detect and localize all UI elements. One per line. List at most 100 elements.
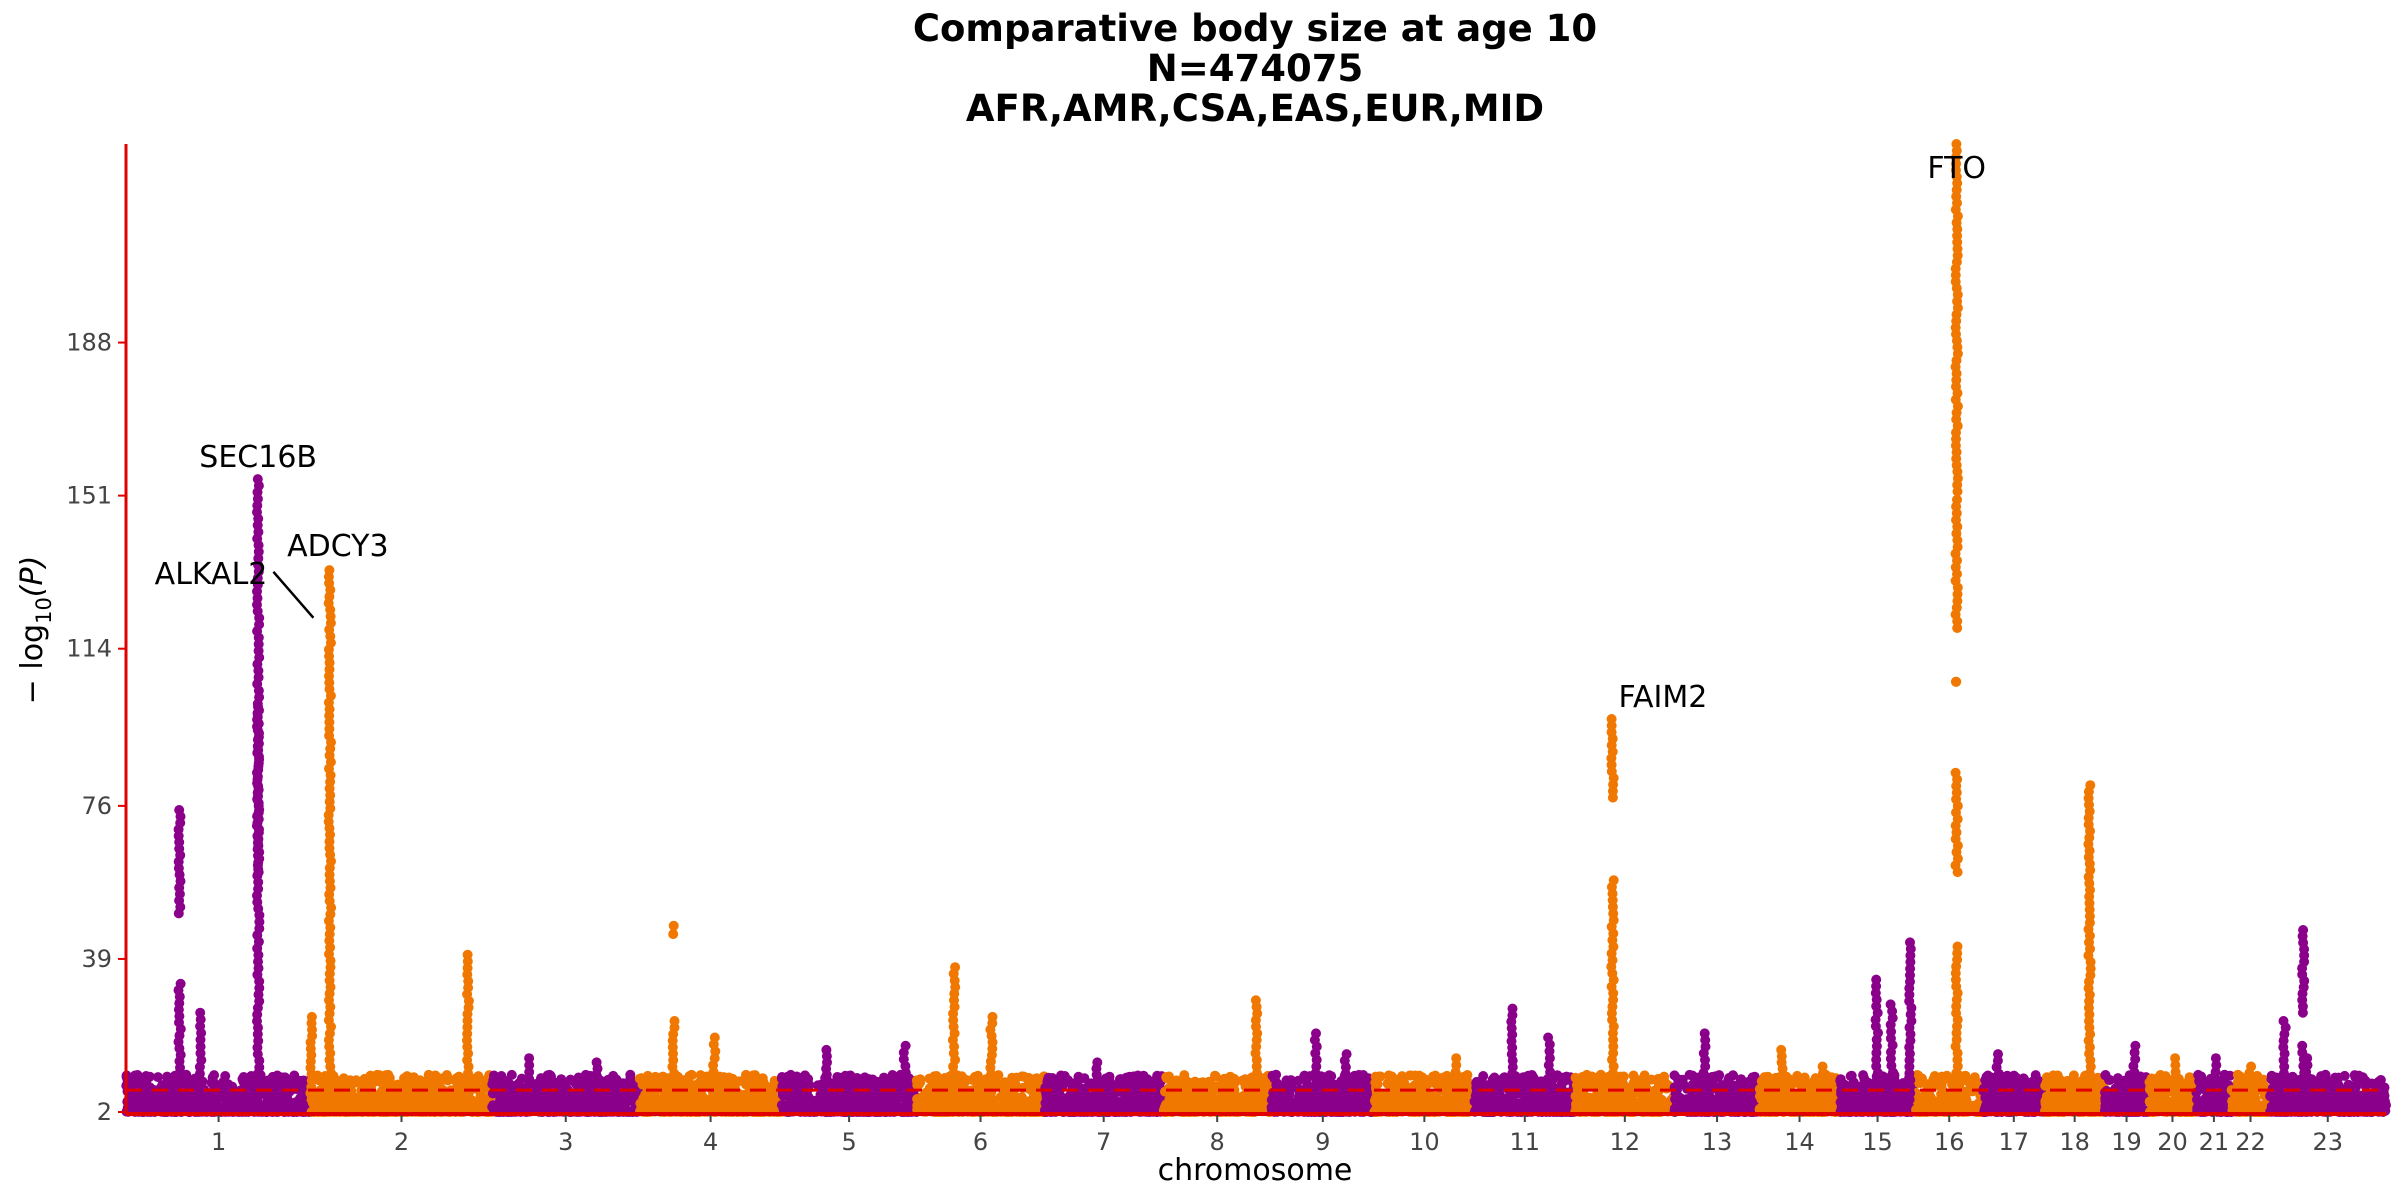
data-point — [972, 1101, 983, 1112]
data-point — [488, 1102, 499, 1113]
data-point — [1491, 1076, 1502, 1087]
data-point — [277, 1078, 288, 1089]
data-point — [220, 1071, 231, 1081]
data-point — [608, 1070, 619, 1081]
chromosome-1-points — [121, 1069, 316, 1117]
data-point — [678, 1091, 689, 1102]
data-point — [403, 1073, 414, 1084]
data-point — [133, 1102, 144, 1113]
data-point — [791, 1071, 802, 1082]
data-point — [351, 1075, 362, 1086]
data-point — [180, 1093, 191, 1104]
data-point — [191, 1100, 202, 1111]
data-point — [643, 1074, 654, 1085]
data-point — [289, 1070, 300, 1081]
data-point — [383, 1090, 394, 1101]
data-point — [741, 1069, 751, 1080]
data-point — [241, 1104, 252, 1115]
data-point — [560, 1090, 571, 1100]
data-point — [238, 1076, 249, 1087]
chromosome-3-points — [487, 1069, 645, 1117]
data-point — [1056, 1102, 1067, 1113]
data-point — [1022, 1074, 1033, 1085]
data-point — [538, 1080, 549, 1091]
data-point — [1124, 1071, 1135, 1082]
data-point — [169, 1101, 180, 1112]
data-point — [758, 1077, 769, 1088]
data-point — [573, 1072, 584, 1083]
data-point — [742, 1079, 752, 1089]
data-point — [1400, 1092, 1411, 1103]
data-point — [1164, 1071, 1174, 1082]
data-point — [209, 1070, 220, 1081]
data-point — [629, 1090, 640, 1101]
data-point — [1108, 1092, 1119, 1103]
data-point — [1062, 1077, 1073, 1088]
data-point — [603, 1092, 614, 1103]
data-point — [359, 1095, 370, 1106]
data-point — [608, 1084, 619, 1095]
data-point — [810, 1103, 821, 1114]
data-point — [1414, 1086, 1425, 1097]
data-point — [511, 1090, 522, 1101]
data-point — [1159, 1103, 1170, 1114]
data-point — [1183, 1100, 1194, 1111]
data-point — [1115, 1078, 1126, 1089]
data-point — [879, 1096, 890, 1107]
chromosome-11-points — [1469, 1070, 1581, 1117]
data-point — [350, 1092, 361, 1103]
data-point — [838, 1094, 849, 1105]
data-point — [1050, 1093, 1061, 1104]
data-point — [1237, 1075, 1248, 1086]
data-point — [961, 1075, 972, 1085]
chromosome-6-points — [911, 1070, 1050, 1117]
data-point — [1007, 1072, 1018, 1083]
data-point — [403, 1082, 414, 1093]
data-point — [748, 1070, 759, 1081]
data-point — [1376, 1096, 1386, 1107]
data-point — [913, 1079, 924, 1090]
data-point — [1435, 1077, 1446, 1088]
data-point — [506, 1069, 517, 1080]
data-point — [735, 1091, 746, 1102]
data-point — [619, 1094, 630, 1104]
data-point — [191, 1092, 202, 1103]
data-point — [784, 1098, 795, 1108]
data-point — [625, 1069, 636, 1080]
data-point — [1103, 1076, 1114, 1087]
data-point — [638, 1093, 649, 1104]
data-point — [1293, 1075, 1304, 1086]
data-point — [437, 1073, 448, 1084]
data-point — [1371, 1074, 1382, 1085]
data-point — [834, 1072, 845, 1083]
data-point — [394, 1098, 405, 1109]
chart-title: Comparative body size at age 10 N=474075… — [913, 7, 1597, 130]
data-point — [341, 1095, 352, 1106]
data-point — [153, 1072, 163, 1083]
data-point — [496, 1071, 507, 1081]
data-point — [206, 1077, 217, 1088]
title-line-3: AFR,AMR,CSA,EAS,EUR,MID — [966, 87, 1544, 130]
data-point — [656, 1072, 667, 1083]
title-line-1: Comparative body size at age 10 — [913, 7, 1597, 50]
data-point — [477, 1083, 488, 1094]
data-point — [867, 1094, 877, 1105]
data-point — [428, 1087, 439, 1098]
data-point — [542, 1070, 553, 1081]
data-point — [1388, 1100, 1399, 1111]
data-point — [1459, 1071, 1470, 1082]
data-points — [121, 139, 2391, 1117]
data-point — [1139, 1092, 1150, 1102]
data-point — [1331, 1098, 1342, 1109]
data-point — [152, 1102, 163, 1113]
data-point — [1404, 1070, 1415, 1081]
data-point — [1164, 1086, 1175, 1097]
data-point — [1225, 1101, 1236, 1112]
data-point — [203, 1093, 214, 1104]
data-point — [267, 1071, 278, 1082]
data-point — [1148, 1092, 1159, 1103]
data-point — [132, 1070, 143, 1080]
data-point — [163, 1076, 174, 1087]
data-point — [374, 1070, 385, 1081]
